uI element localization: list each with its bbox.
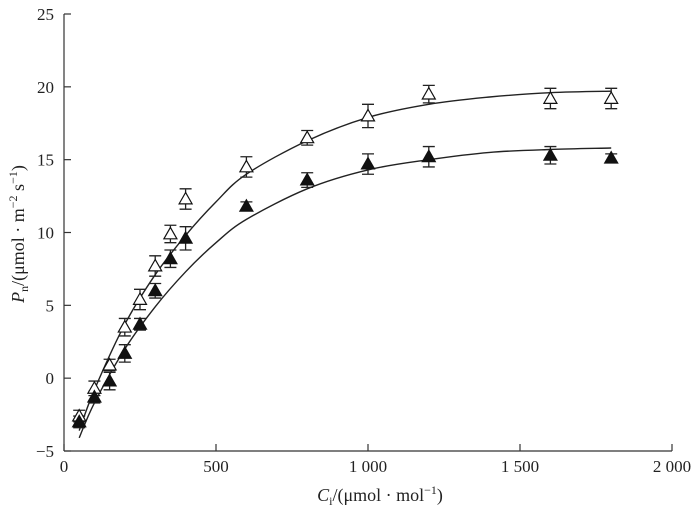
y-tick-label: 0 — [46, 369, 55, 388]
fit-curve-1 — [78, 90, 612, 431]
y-tick-label: 10 — [37, 224, 54, 243]
y-tick-label: 5 — [46, 296, 55, 315]
open-triangle-marker — [132, 291, 148, 305]
open-triangle-marker — [542, 90, 558, 104]
y-axis-label: Pn/(μmol · m−2 s−1) — [6, 165, 31, 304]
y-tick-label: 20 — [37, 78, 54, 97]
open-triangle-marker — [147, 258, 163, 272]
plot-axes — [63, 14, 672, 452]
open-triangle-marker — [102, 357, 118, 371]
filled-triangle-marker — [360, 156, 376, 170]
filled-triangle-marker — [102, 373, 118, 387]
x-tick-label: 0 — [60, 457, 69, 476]
x-tick-label: 1 500 — [501, 457, 539, 476]
filled-triangle-marker — [178, 230, 194, 244]
filled-triangle-marker — [542, 147, 558, 161]
open-triangle-marker — [421, 86, 437, 100]
filled-triangle-marker — [71, 414, 87, 428]
data-markers — [71, 86, 619, 428]
filled-triangle-marker — [86, 389, 102, 403]
x-tick-label: 1 000 — [349, 457, 387, 476]
open-triangle-marker — [162, 226, 178, 240]
open-triangle-marker — [178, 191, 194, 205]
open-triangle-marker — [238, 159, 254, 173]
y-tick-label: 25 — [37, 5, 54, 24]
filled-triangle-marker — [132, 316, 148, 330]
filled-triangle-marker — [421, 149, 437, 163]
filled-triangle-marker — [299, 172, 315, 186]
filled-triangle-marker — [238, 198, 254, 212]
x-tick-label: 500 — [203, 457, 229, 476]
y-tick-label: −5 — [36, 442, 54, 461]
filled-triangle-marker — [147, 283, 163, 297]
filled-triangle-marker — [603, 150, 619, 164]
open-triangle-marker — [117, 319, 133, 333]
open-triangle-marker — [299, 130, 315, 144]
y-tick-label: 15 — [37, 151, 54, 170]
open-triangle-marker — [360, 108, 376, 122]
fit-curves — [78, 90, 612, 439]
open-triangle-marker — [603, 90, 619, 104]
error-bars — [73, 84, 618, 429]
y-ticks: −5 0 5 10 15 20 25 — [36, 5, 71, 461]
x-tick-label: 2 000 — [653, 457, 691, 476]
filled-triangle-marker — [162, 251, 178, 265]
x-axis-label: Ci/(μmol · mol−1) — [317, 483, 443, 508]
x-ticks: 0 500 1 000 1 500 2 000 — [60, 444, 691, 476]
filled-triangle-marker — [117, 345, 133, 359]
